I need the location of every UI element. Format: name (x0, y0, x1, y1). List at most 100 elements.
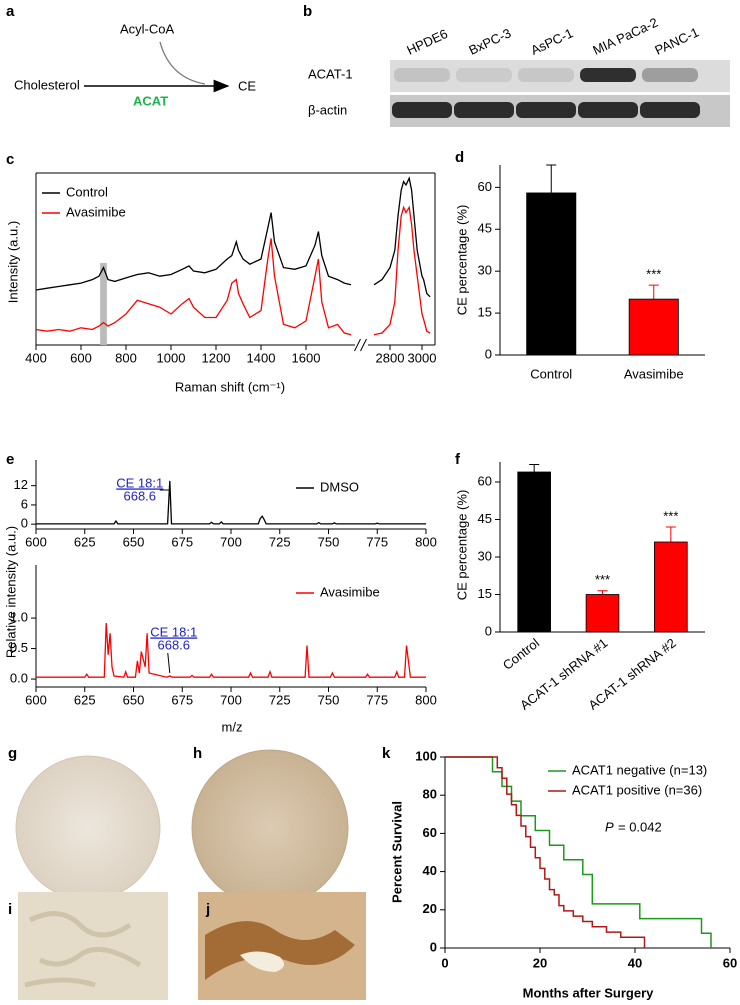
blot-band (516, 102, 576, 118)
y-tick-label: 100 (415, 748, 437, 763)
product: CE (238, 78, 256, 93)
y-tick-label: 45 (478, 511, 492, 526)
bar (526, 192, 577, 356)
x-axis-label: Months after Surgery (523, 985, 655, 1000)
x-tick-label: 20 (533, 955, 547, 970)
legend-label: ACAT1 negative (n=13) (572, 762, 707, 777)
y-tick-label: 20 (423, 901, 437, 916)
significance: *** (646, 267, 661, 282)
y-tick-label: 60 (423, 825, 437, 840)
panel-label: k (382, 745, 391, 762)
legend-label: Control (66, 184, 108, 199)
x-tick-label: Control (530, 366, 572, 381)
blot-band (640, 102, 700, 118)
x-tick-label: 750 (318, 692, 340, 707)
x-tick-label: Avasimibe (624, 366, 684, 381)
x-tick-label: 1200 (202, 350, 231, 365)
x-tick-label: 1600 (292, 350, 321, 365)
panel-label: j (205, 901, 210, 918)
y-tick-label: 30 (478, 263, 492, 278)
tissue-core (191, 749, 349, 907)
y-tick-label: 0 (485, 346, 492, 361)
y-tick-label: 1.0 (10, 610, 28, 625)
x-tick-label: 700 (220, 534, 242, 549)
y-tick-label: 60 (478, 179, 492, 194)
x-axis-label: Raman shift (cm⁻¹) (175, 379, 285, 394)
panel-label: b (303, 3, 312, 20)
x-tick-label: 600 (70, 350, 92, 365)
y-axis-label: Percent Survival (389, 801, 404, 903)
panel-label: g (8, 745, 17, 762)
blot-row-label: ACAT-1 (308, 66, 353, 81)
leader (167, 652, 171, 674)
bar (628, 298, 679, 356)
annotation: CE 18:1 (150, 624, 197, 639)
significance: *** (595, 572, 610, 587)
x-tick-label: 600 (25, 692, 47, 707)
x-tick-label: 800 (415, 534, 437, 549)
y-tick-label: 0 (485, 623, 492, 638)
series-line (35, 238, 352, 336)
y-tick-label: 0 (430, 939, 437, 954)
y-axis-label: CE percentage (%) (454, 205, 469, 316)
y-tick-label: 80 (423, 787, 437, 802)
y-tick-label: 0.0 (10, 671, 28, 686)
x-tick-label: 1000 (157, 350, 186, 365)
y-axis-label: CE percentage (%) (454, 490, 469, 601)
x-tick-label: 725 (269, 692, 291, 707)
bar (517, 471, 551, 633)
significance: *** (663, 508, 678, 523)
legend-label: Avasimibe (66, 204, 126, 219)
panel-label: h (193, 745, 202, 762)
x-tick-label: 725 (269, 534, 291, 549)
blot-row-label: β-actin (308, 102, 347, 117)
y-tick-label: 15 (478, 305, 492, 320)
x-tick-label: 700 (220, 692, 242, 707)
tissue-core (15, 755, 161, 901)
x-tick-label: Control (500, 635, 542, 673)
x-tick-label: 0 (441, 955, 448, 970)
reactant: Cholesterol (14, 77, 80, 92)
y-tick-label: 12 (14, 477, 28, 492)
blot-band (392, 102, 452, 118)
lane-label: PANC-1 (652, 24, 701, 57)
legend-label: DMSO (320, 479, 359, 494)
lane-label: MIA PaCa-2 (590, 15, 660, 58)
x-tick-label: 675 (171, 692, 193, 707)
x-tick-label: 400 (25, 350, 47, 365)
annotation: 668.6 (157, 637, 190, 652)
y-tick-label: 30 (478, 548, 492, 563)
x-tick-label: 650 (123, 692, 145, 707)
x-tick-label: 2800 (376, 350, 405, 365)
y-axis-label: Relative intensity (a.u.) (3, 526, 18, 658)
blot-band (518, 68, 574, 82)
x-tick-label: 800 (115, 350, 137, 365)
series-line (36, 622, 426, 678)
x-tick-label: 650 (123, 534, 145, 549)
x-axis-label: m/z (222, 719, 243, 734)
y-tick-label: 40 (423, 863, 437, 878)
lane-label: AsPC-1 (528, 25, 575, 58)
p-value: = 0.042 (618, 819, 662, 834)
annotation: CE 18:1 (116, 475, 163, 490)
x-tick-label: 775 (366, 692, 388, 707)
x-tick-label: 800 (415, 692, 437, 707)
axis-break (354, 338, 367, 352)
survival-curve (445, 756, 712, 948)
y-tick-label: 45 (478, 221, 492, 236)
y-axis-label: Intensity (a.u.) (5, 221, 20, 303)
y-tick-label: 0 (21, 516, 28, 531)
y-tick-label: 15 (478, 586, 492, 601)
enzyme: ACAT (133, 93, 168, 108)
bar (585, 594, 620, 633)
x-tick-label: 775 (366, 534, 388, 549)
panel-label: c (6, 151, 14, 168)
blot-band (454, 102, 514, 118)
x-tick-label: 625 (74, 692, 96, 707)
p-value-symbol: P (605, 819, 614, 834)
arc (159, 41, 206, 85)
y-tick-label: 6 (21, 496, 28, 511)
x-tick-label: 600 (25, 534, 47, 549)
lane-label: BxPC-3 (466, 25, 513, 58)
